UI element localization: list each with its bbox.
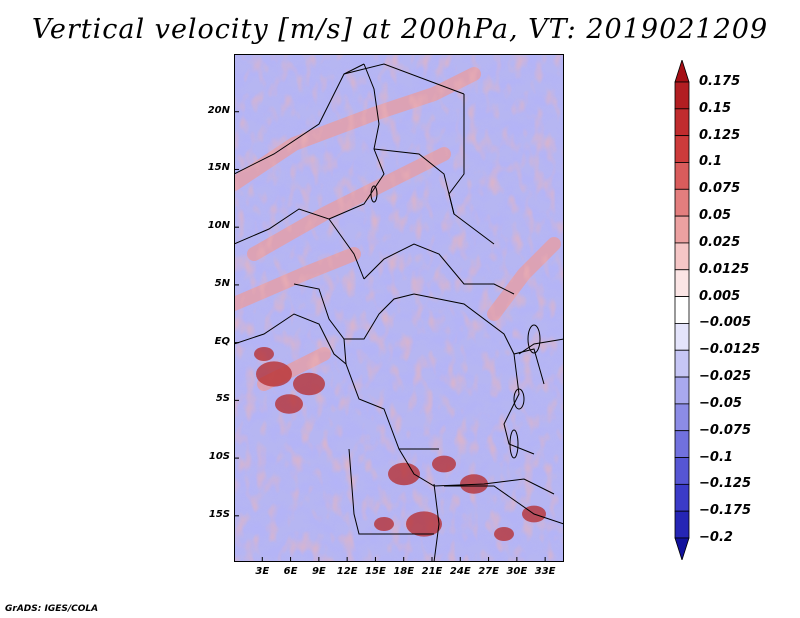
lon-label: 30E: [506, 566, 528, 577]
lat-label: 10N: [207, 220, 230, 232]
country-border: [343, 63, 465, 95]
country-border: [363, 243, 515, 295]
lon-label: 15E: [365, 566, 386, 577]
convective-cell: [494, 527, 514, 541]
convective-cell: [388, 462, 420, 486]
colorbar-bin: [674, 349, 690, 378]
country-border: [373, 148, 455, 215]
colorbar-label: 0.075: [699, 181, 741, 197]
colorbar-label: −0.025: [699, 369, 752, 385]
colorbar-bin: [674, 188, 690, 217]
country-border: [234, 208, 365, 280]
field-texture-ascent: [234, 54, 564, 562]
country-border: [293, 283, 415, 340]
colorbar-bin: [674, 510, 690, 539]
colorbar-label: −0.0125: [699, 342, 761, 358]
lon-label: 3E: [255, 566, 270, 577]
country-border: [348, 448, 434, 535]
colorbar-label: 0.025: [699, 234, 741, 250]
lon-label: 33E: [534, 566, 556, 577]
colorbar-label: −0.125: [699, 476, 752, 492]
lon-label: 21E: [421, 566, 443, 577]
colorbar-label: 0.125: [699, 127, 741, 143]
grads-credit: GrADS: IGES/COLA: [5, 604, 99, 614]
convective-cell: [374, 517, 394, 531]
colorbar-label: −0.2: [699, 530, 733, 545]
convective-cell: [275, 394, 303, 414]
lat-label: 15N: [207, 162, 230, 174]
colorbar-bin: [674, 269, 690, 297]
country-border: [234, 63, 365, 175]
country-border: [234, 313, 347, 365]
colorbar-label: 0.005: [699, 288, 741, 304]
lon-label: 24E: [449, 566, 471, 577]
country-border: [343, 338, 439, 450]
colorbar-bin: [674, 376, 690, 405]
colorbar-label: −0.1: [699, 449, 733, 465]
colorbar-min-triangle: [674, 537, 690, 560]
colorbar-bin: [674, 81, 690, 110]
lake-outline: [370, 185, 378, 203]
lake-outline: [527, 324, 541, 354]
colorbar-label: 0.175: [699, 74, 741, 89]
convective-cell: [293, 372, 325, 396]
colorbar-label: −0.05: [699, 395, 742, 411]
colorbar-bin: [674, 483, 690, 512]
colorbar-bin: [674, 242, 690, 271]
lat-label: 20N: [207, 104, 230, 116]
lat-label: 5S: [215, 393, 230, 405]
lat-label: EQ: [214, 335, 230, 347]
lon-label: 12E: [336, 566, 358, 577]
colorbar-label: 0.1: [699, 154, 723, 170]
colorbar-label: 0.0125: [699, 261, 750, 277]
colorbar-bin: [674, 430, 690, 458]
convective-cell: [406, 511, 442, 537]
lon-label: 9E: [311, 566, 326, 577]
colorbar-bin: [674, 457, 690, 485]
colorbar: [674, 60, 690, 560]
lat-label: 10S: [208, 451, 230, 463]
colorbar-bin: [674, 135, 690, 163]
colorbar-bin: [674, 296, 690, 324]
country-border: [413, 293, 545, 385]
map-panel: [234, 54, 564, 562]
colorbar-bin: [674, 108, 690, 137]
map-frame: [234, 54, 564, 562]
colorbar-bin: [674, 215, 690, 244]
country-border: [398, 448, 555, 495]
lon-label: 6E: [283, 566, 298, 577]
colorbar-label: −0.005: [699, 315, 752, 331]
lon-label: 27E: [478, 566, 499, 577]
colorbar-label: −0.075: [699, 422, 752, 438]
chart-title: Vertical velocity [m/s] at 200hPa, VT: 2…: [31, 14, 769, 45]
convective-cell: [254, 347, 274, 361]
convective-cell: [432, 455, 456, 473]
lake-outline: [513, 388, 525, 410]
colorbar-label: 0.05: [699, 208, 732, 224]
country-border: [444, 485, 564, 525]
colorbar-bin: [674, 162, 690, 190]
colorbar-label: 0.15: [699, 100, 732, 116]
country-border: [518, 338, 564, 355]
country-border: [433, 483, 440, 562]
colorbar-bin: [674, 323, 690, 351]
vertical-velocity-field: [234, 54, 564, 562]
convective-cell: [256, 361, 292, 387]
colorbar-label: −0.175: [699, 503, 752, 519]
lon-label: 18E: [393, 566, 415, 577]
colorbar-max-triangle: [674, 60, 690, 83]
lat-label: 15S: [208, 508, 230, 520]
country-border: [503, 353, 535, 455]
lake-outline: [509, 429, 519, 459]
lat-label: 5N: [214, 277, 230, 289]
colorbar-bin: [674, 403, 690, 432]
